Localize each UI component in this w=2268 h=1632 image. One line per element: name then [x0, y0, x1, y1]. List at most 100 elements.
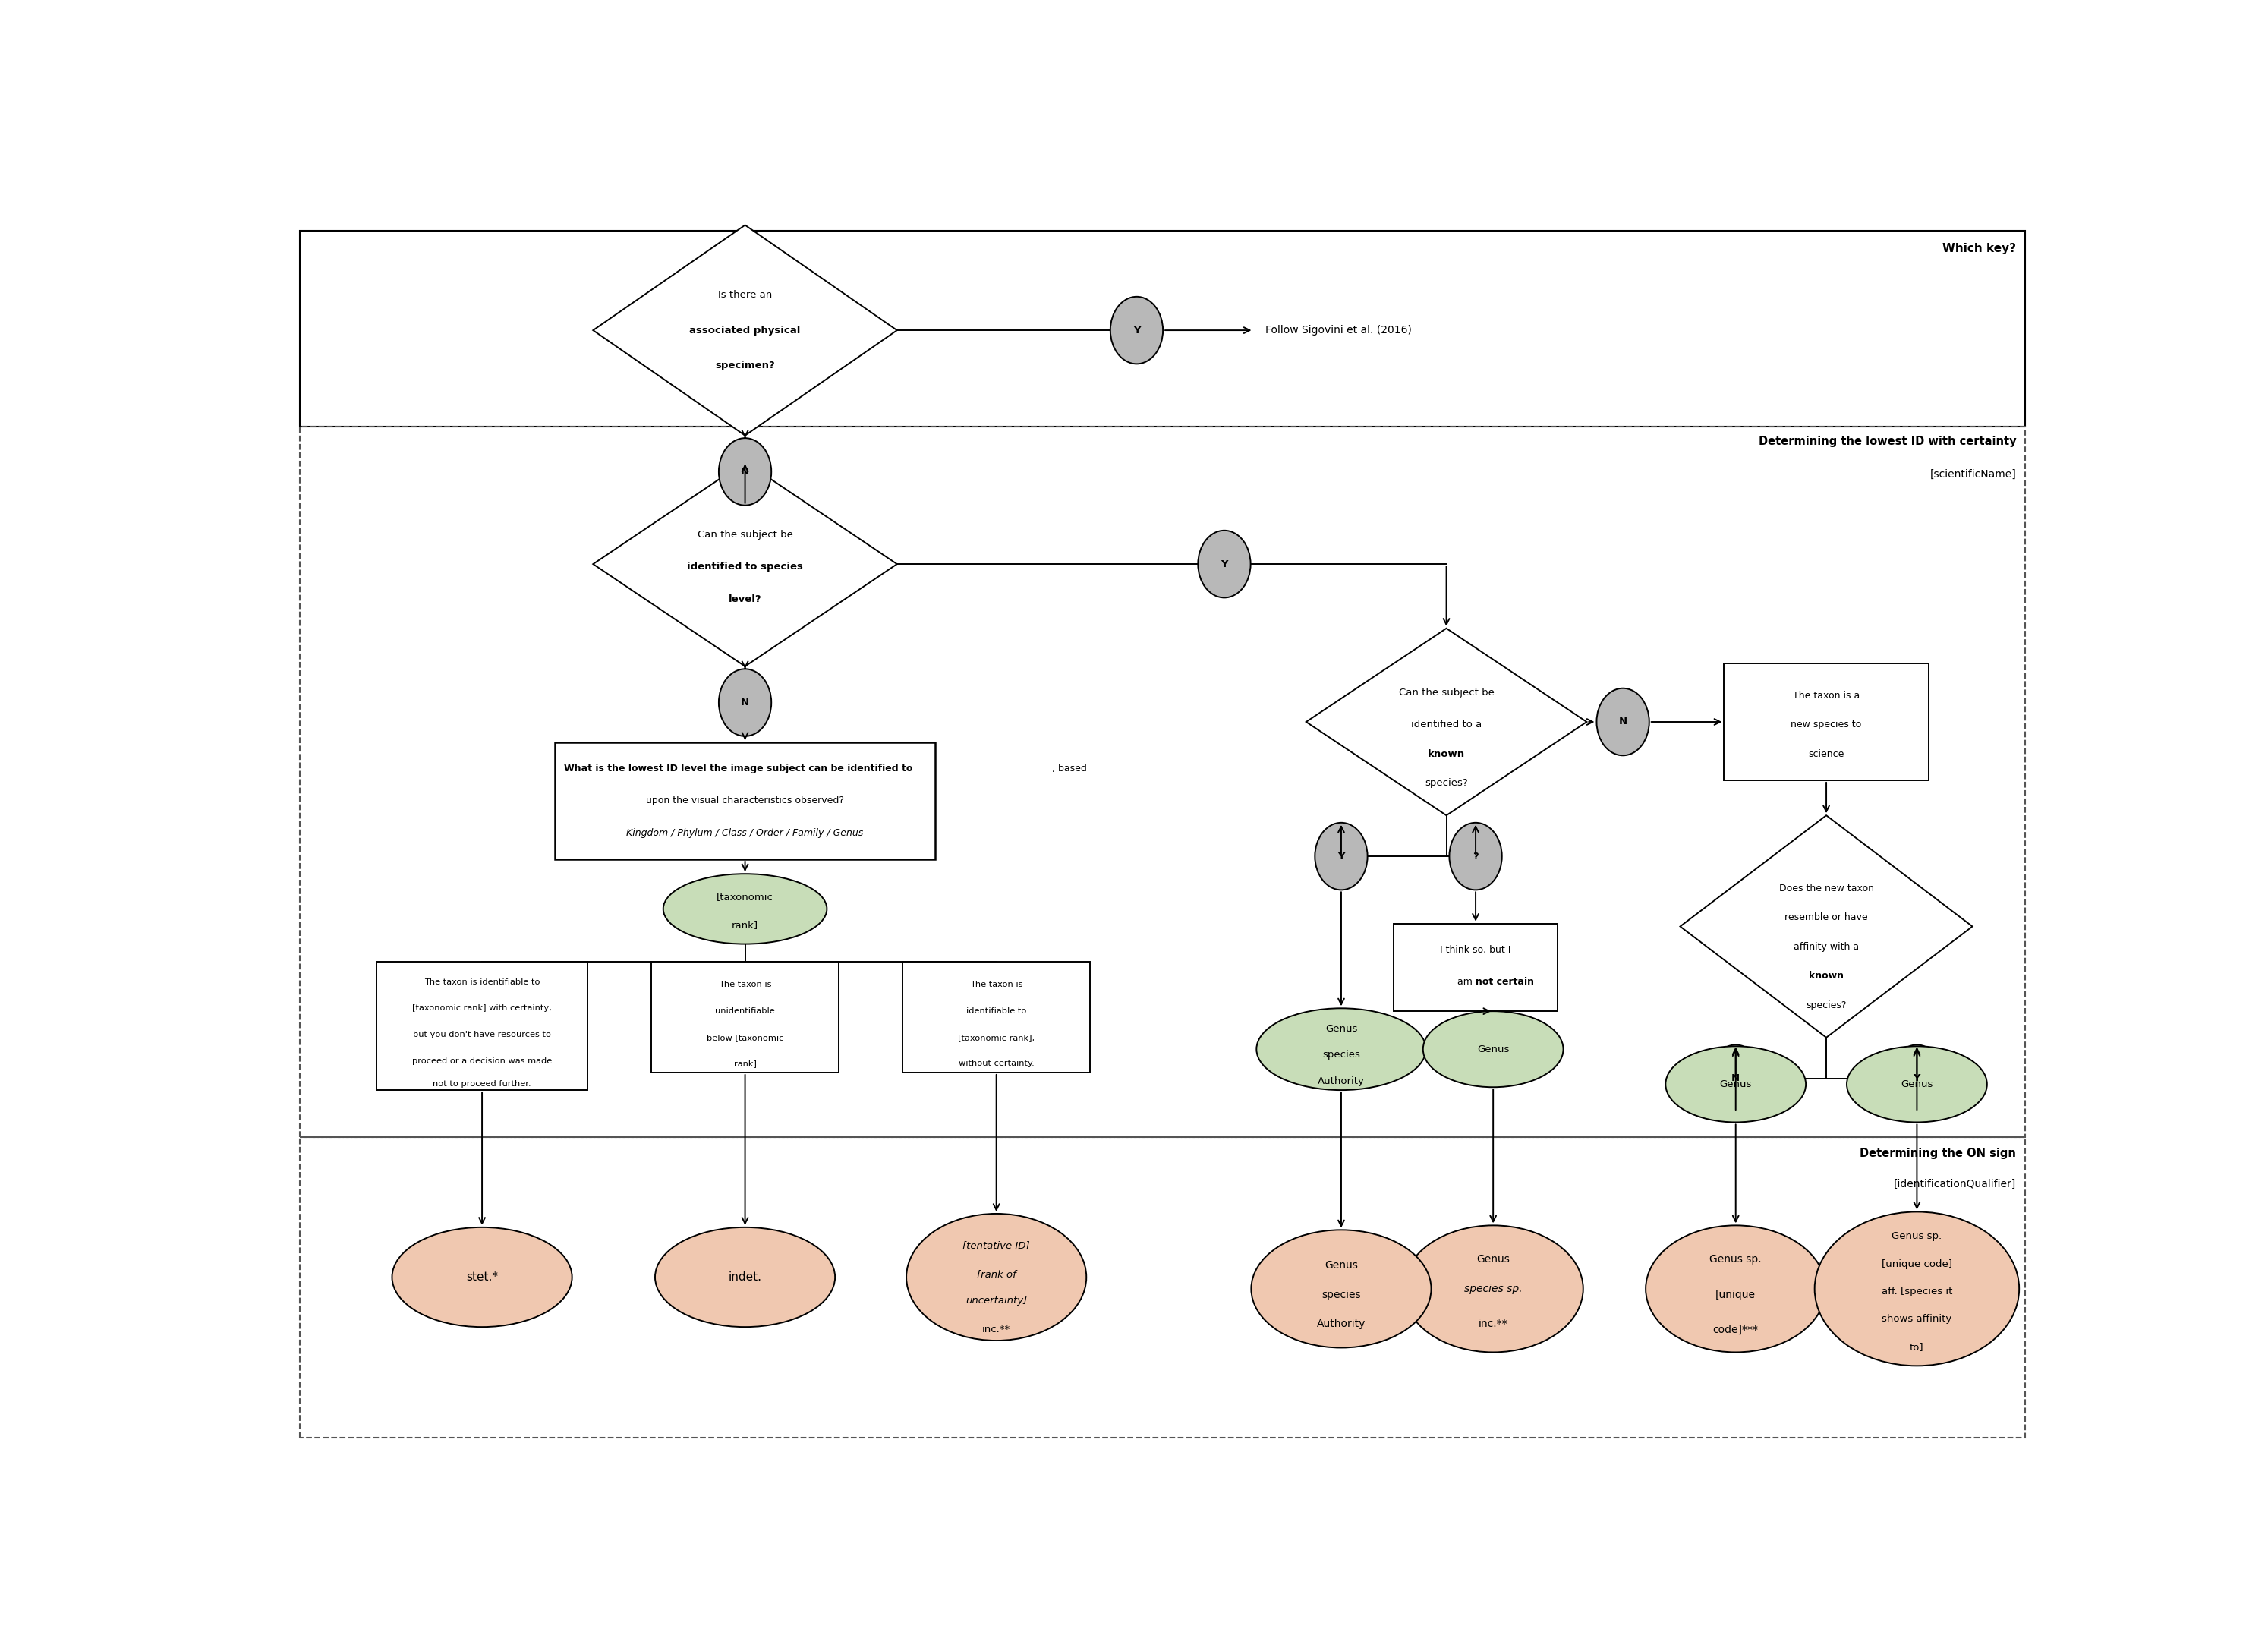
Text: Can the subject be: Can the subject be [1399, 687, 1495, 697]
Text: stet.*: stet.* [467, 1271, 499, 1283]
Polygon shape [594, 225, 898, 436]
Text: upon the visual characteristics observed?: upon the visual characteristics observed… [646, 796, 844, 806]
Text: species?: species? [1424, 778, 1467, 788]
Text: N: N [1619, 716, 1626, 726]
Text: Can the subject be: Can the subject be [696, 530, 794, 540]
Text: The taxon is a: The taxon is a [1792, 690, 1860, 700]
Ellipse shape [1256, 1009, 1427, 1090]
Text: identifiable to: identifiable to [966, 1007, 1027, 1015]
Text: What is the lowest ID level the image subject can be identified to: What is the lowest ID level the image su… [565, 764, 912, 774]
Text: Genus: Genus [1901, 1079, 1932, 1089]
Text: [taxonomic: [taxonomic [717, 893, 773, 902]
Ellipse shape [1892, 1044, 1944, 1111]
Ellipse shape [719, 669, 771, 736]
Text: below [taxonomic: below [taxonomic [708, 1033, 782, 1041]
Text: species: species [1322, 1289, 1361, 1301]
Polygon shape [1306, 628, 1588, 816]
Text: Y: Y [1134, 325, 1141, 335]
Text: identified to species: identified to species [687, 561, 803, 571]
Text: unidentifiable: unidentifiable [714, 1007, 776, 1015]
Text: specimen?: specimen? [714, 361, 776, 370]
Ellipse shape [907, 1214, 1086, 1340]
Text: Authority: Authority [1318, 1077, 1365, 1087]
Text: not to proceed further.: not to proceed further. [433, 1080, 531, 1089]
Ellipse shape [392, 1227, 572, 1327]
Ellipse shape [1846, 1046, 1987, 1123]
Text: [scientificName]: [scientificName] [1930, 468, 2016, 480]
Text: Genus: Genus [1719, 1079, 1751, 1089]
Text: Genus: Genus [1476, 1255, 1510, 1265]
Polygon shape [1681, 816, 1973, 1038]
Text: resemble or have: resemble or have [1785, 912, 1869, 922]
Text: ?: ? [1472, 852, 1479, 862]
Text: new species to: new species to [1792, 720, 1862, 730]
Text: Genus: Genus [1325, 1260, 1359, 1271]
Text: N: N [742, 467, 748, 477]
FancyBboxPatch shape [556, 743, 934, 858]
Text: known: known [1810, 971, 1844, 981]
Ellipse shape [1422, 1012, 1563, 1087]
Text: Which key?: Which key? [1944, 243, 2016, 255]
Text: The taxon is: The taxon is [719, 981, 771, 989]
Text: but you don't have resources to: but you don't have resources to [413, 1031, 551, 1038]
Text: proceed or a decision was made: proceed or a decision was made [413, 1058, 551, 1064]
Text: [rank of: [rank of [978, 1270, 1016, 1279]
Ellipse shape [1404, 1226, 1583, 1353]
FancyBboxPatch shape [376, 961, 587, 1090]
Text: Kingdom / Phylum / Class / Order / Family / Genus: Kingdom / Phylum / Class / Order / Famil… [626, 827, 864, 837]
Text: , based: , based [1052, 764, 1086, 774]
Ellipse shape [655, 1227, 835, 1327]
Ellipse shape [1198, 530, 1250, 597]
Text: [identificationQualifier]: [identificationQualifier] [1894, 1178, 2016, 1190]
Ellipse shape [1111, 297, 1163, 364]
Text: [tentative ID]: [tentative ID] [962, 1240, 1030, 1250]
Ellipse shape [719, 437, 771, 506]
FancyBboxPatch shape [1724, 664, 1928, 780]
Text: N: N [742, 697, 748, 708]
Text: Determining the ON sign: Determining the ON sign [1860, 1147, 2016, 1159]
Text: Y: Y [1220, 560, 1227, 570]
Text: [taxonomic rank] with certainty,: [taxonomic rank] with certainty, [413, 1004, 551, 1012]
Text: N: N [1730, 1074, 1740, 1084]
Text: affinity with a: affinity with a [1794, 942, 1860, 951]
Ellipse shape [1814, 1213, 2019, 1366]
Text: Genus sp.: Genus sp. [1892, 1231, 1941, 1242]
Text: rank]: rank] [735, 1061, 758, 1067]
FancyBboxPatch shape [651, 961, 839, 1072]
Text: am: am [1458, 978, 1476, 987]
Text: to]: to] [1910, 1343, 1923, 1353]
Text: inc.**: inc.** [1479, 1319, 1508, 1328]
Ellipse shape [662, 873, 828, 943]
Text: indet.: indet. [728, 1271, 762, 1283]
Text: Authority: Authority [1318, 1319, 1365, 1328]
Ellipse shape [1315, 823, 1368, 889]
Text: level?: level? [728, 594, 762, 604]
Ellipse shape [1710, 1044, 1762, 1111]
Text: Does the new taxon: Does the new taxon [1778, 883, 1873, 893]
Text: known: known [1429, 749, 1465, 759]
Text: [unique: [unique [1715, 1289, 1755, 1301]
Ellipse shape [1449, 823, 1501, 889]
Text: [unique code]: [unique code] [1882, 1260, 1953, 1270]
Text: shows affinity: shows affinity [1882, 1314, 1953, 1324]
Text: Genus sp.: Genus sp. [1710, 1255, 1762, 1265]
Text: without certainty.: without certainty. [959, 1061, 1034, 1067]
Ellipse shape [1647, 1226, 1826, 1353]
Polygon shape [594, 462, 898, 666]
Text: The taxon is: The taxon is [971, 981, 1023, 989]
Text: Follow Sigovini et al. (2016): Follow Sigovini et al. (2016) [1266, 325, 1411, 336]
Text: [taxonomic rank],: [taxonomic rank], [957, 1033, 1034, 1041]
Text: associated physical: associated physical [689, 325, 801, 335]
Text: aff. [species it: aff. [species it [1882, 1286, 1953, 1297]
Text: uncertainty]: uncertainty] [966, 1296, 1027, 1306]
Text: code]***: code]*** [1712, 1325, 1758, 1335]
Text: Genus: Genus [1325, 1023, 1356, 1033]
Ellipse shape [1665, 1046, 1805, 1123]
Text: Determining the lowest ID with certainty: Determining the lowest ID with certainty [1758, 436, 2016, 447]
Text: Y: Y [1914, 1074, 1921, 1084]
Text: species sp.: species sp. [1465, 1283, 1522, 1294]
Text: not certain: not certain [1476, 978, 1533, 987]
Text: I think so, but I: I think so, but I [1440, 945, 1510, 955]
Text: Is there an: Is there an [719, 290, 771, 300]
Text: science: science [1808, 749, 1844, 759]
